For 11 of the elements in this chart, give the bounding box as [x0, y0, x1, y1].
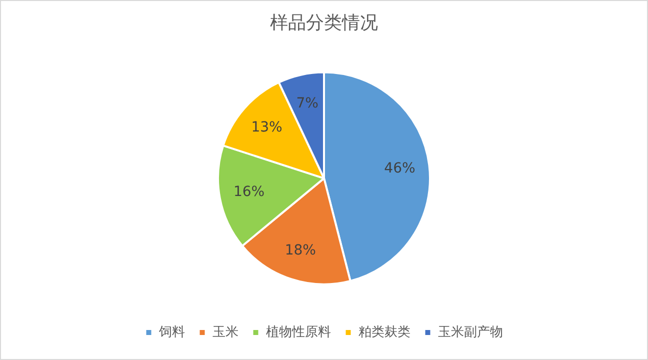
legend-label: 玉米 [212, 324, 238, 340]
data-label: 7% [296, 95, 318, 112]
data-label: 46% [384, 160, 416, 176]
legend-label: 植物性原料 [266, 324, 331, 340]
legend-label: 粕类麸类 [358, 324, 410, 340]
legend-label: 饲料 [158, 324, 185, 340]
data-label: 18% [284, 242, 316, 259]
data-label: 13% [251, 119, 282, 136]
data-label: 16% [233, 184, 265, 200]
legend-label: 玉米副产物 [438, 324, 503, 340]
chart-title: 样品分类情况 [270, 12, 378, 34]
